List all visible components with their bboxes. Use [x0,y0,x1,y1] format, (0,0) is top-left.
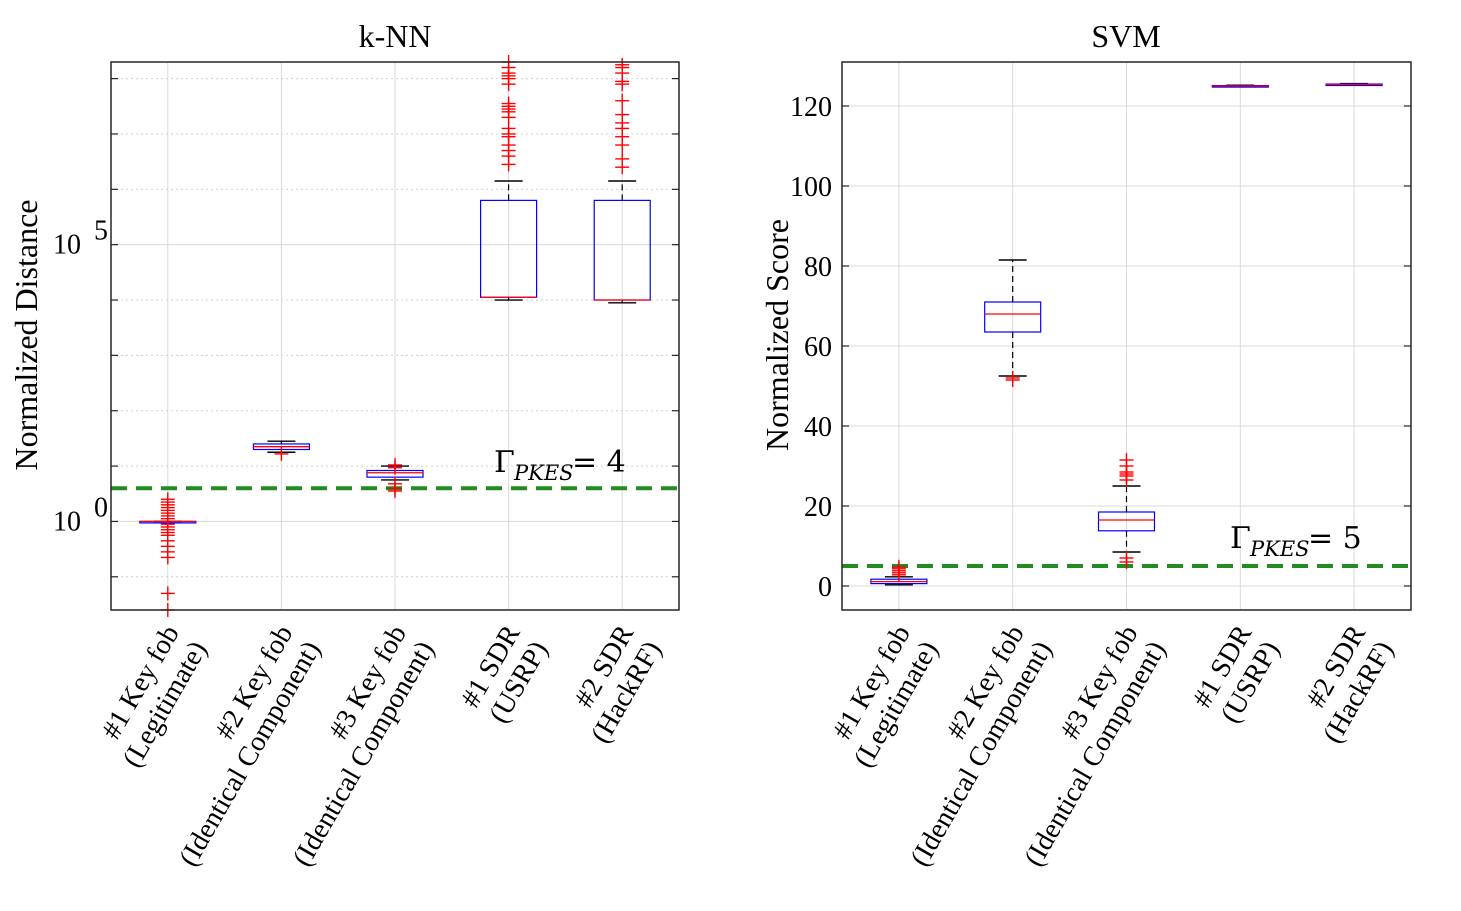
knn-outlier [615,57,630,72]
svm-ytick-label: 120 [790,92,832,123]
svm-y-ticks: 0 20 40 60 80 100 120 [790,92,1411,603]
knn-outlier [274,446,289,461]
svm-threshold-subscript: PKES [1249,537,1310,561]
knn-box-group [366,457,424,498]
knn-boxplot-panel: k-NN Normalized Distance Γ PKES = 4 10 010… [8,18,680,872]
knn-ytick-label: 10 [53,506,81,537]
svm-y-axis-label: Normalized Score [759,219,795,451]
knn-ytick-label: 10 [53,230,81,261]
svm-ytick-label: 100 [790,172,832,203]
knn-outlier [160,550,175,565]
knn-grid [111,62,679,610]
svm-box-group [870,559,928,586]
knn-y-ticks: 10 0 10 5 [53,78,679,578]
knn-ytick-exponent: 5 [94,216,108,247]
knn-box-group [593,57,651,304]
knn-outlier [615,93,630,108]
svm-box-group [1097,453,1156,569]
knn-category-labels: #1 Key fob(Legitimate)#2 Key fob(Identic… [96,620,668,872]
svm-boxes [870,82,1383,586]
knn-outlier [501,126,516,141]
knn-threshold-label: Γ [494,445,515,480]
knn-y-axis-label: Normalized Distance [8,200,44,471]
svm-category-label: #1 Key fob(Legitimate) [827,620,945,773]
knn-category-label: #1 SDR(USRP) [455,620,554,729]
svm-category-label: #2 SDR(HackRF) [1301,620,1400,749]
svm-category-label: #1 SDR(USRP) [1187,620,1286,729]
knn-outlier [388,483,402,498]
svm-category-labels: #1 Key fob(Legitimate)#2 Key fob(Identic… [827,620,1400,872]
knn-ytick-exponent: 0 [94,492,108,523]
svm-box-group [984,259,1042,387]
svm-threshold-label: Γ [1230,521,1251,556]
svm-ytick-label: 0 [818,572,832,603]
svm-box-group [1211,84,1269,88]
svm-plot-frame [841,61,1412,611]
knn-threshold-subscript: PKES [513,461,574,485]
svm-ytick-label: 80 [804,252,832,283]
knn-plot-frame [110,61,680,611]
svm-box [1097,511,1156,532]
knn-category-label: #2 SDR(HackRF) [569,620,668,749]
knn-threshold-value: = 4 [572,445,626,480]
knn-outlier [501,104,516,119]
svm-chart-title: SVM [1091,18,1160,54]
knn-outlier [388,460,402,475]
svm-box [984,301,1042,333]
svm-ytick-label: 40 [804,412,832,443]
knn-chart-title: k-NN [359,18,432,54]
svm-box-group [1325,82,1383,87]
knn-outlier [615,129,630,144]
svm-threshold-value: = 5 [1308,521,1362,556]
knn-box-group [139,492,197,617]
knn-outlier [615,107,630,122]
svm-outlier [1119,551,1134,565]
svm-ytick-label: 20 [804,492,832,523]
svm-outlier [1119,453,1134,467]
svm-outlier [1005,371,1020,385]
svm-boxplot-panel: SVM Normalized Score Γ PKES = 5 0 20 40 60 80… [759,18,1412,872]
knn-outlier [615,151,630,166]
svm-outlier [891,559,906,574]
knn-box-group [252,440,310,461]
knn-outlier [160,586,175,601]
svm-ytick-label: 60 [804,332,832,363]
knn-category-label: #1 Key fob(Legitimate) [96,620,214,773]
